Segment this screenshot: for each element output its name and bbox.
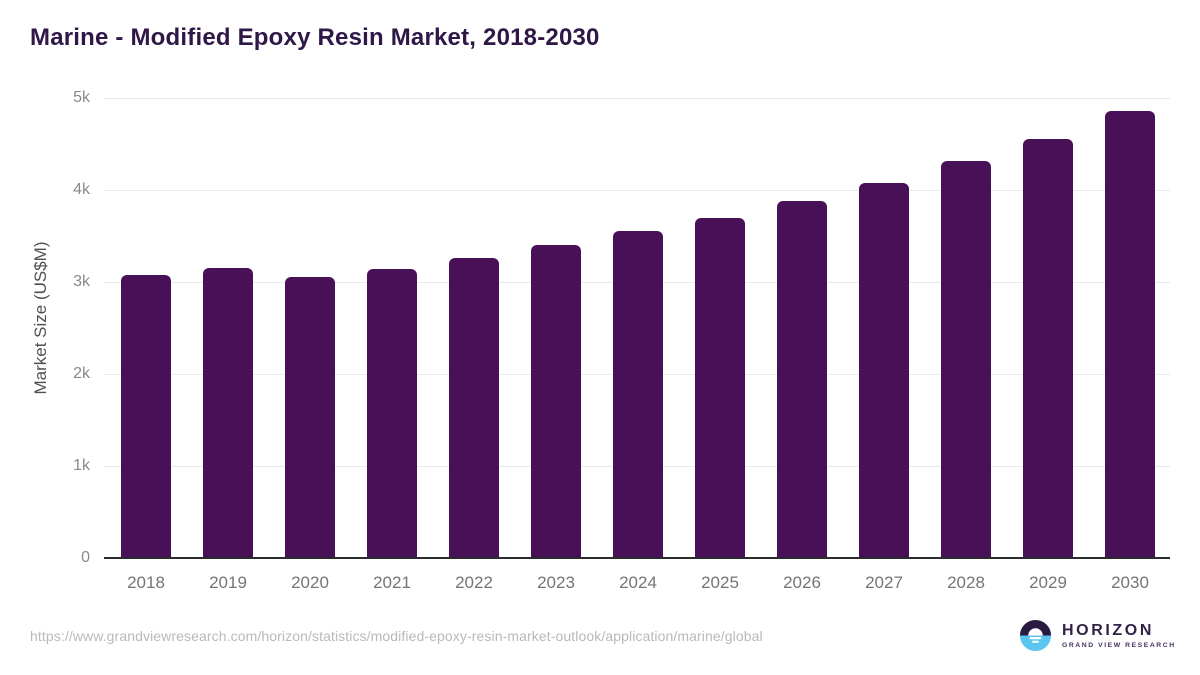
y-axis-title: Market Size (US$M) xyxy=(31,241,50,395)
y-tick-label-3k: 3k xyxy=(73,273,90,290)
y-tick-label-4k: 4k xyxy=(73,181,90,198)
gridline-5k xyxy=(104,98,1170,99)
x-axis-label-2027: 2027 xyxy=(865,573,903,592)
x-axis-label-2023: 2023 xyxy=(537,573,575,592)
y-tick-label-1k: 1k xyxy=(73,457,90,474)
logo-wordmark: HORIZON xyxy=(1062,621,1154,639)
x-axis-label-2019: 2019 xyxy=(209,573,247,592)
bar-2018[interactable] xyxy=(121,274,171,558)
bar-2020[interactable] xyxy=(285,277,335,558)
horizon-logo-text: HORIZON GRAND VIEW RESEARCH xyxy=(1062,621,1176,649)
source-url: https://www.grandviewresearch.com/horizo… xyxy=(30,628,763,644)
logo-tagline: GRAND VIEW RESEARCH xyxy=(1062,641,1176,649)
bar-2023[interactable] xyxy=(531,245,581,558)
bar-2030[interactable] xyxy=(1105,110,1155,558)
x-axis-label-2018: 2018 xyxy=(127,573,165,592)
horizon-sun-icon xyxy=(1018,618,1053,653)
plot-area xyxy=(104,98,1170,559)
bar-2019[interactable] xyxy=(203,268,253,558)
bar-2027[interactable] xyxy=(859,182,909,558)
bar-2025[interactable] xyxy=(695,217,745,558)
x-axis-label-2029: 2029 xyxy=(1029,573,1067,592)
y-tick-label-0: 0 xyxy=(81,549,90,566)
bar-2022[interactable] xyxy=(449,258,499,558)
x-axis-label-2025: 2025 xyxy=(701,573,739,592)
x-axis-label-2028: 2028 xyxy=(947,573,985,592)
y-tick-label-2k: 2k xyxy=(73,365,90,382)
bar-2029[interactable] xyxy=(1023,138,1073,558)
bar-2028[interactable] xyxy=(941,160,991,558)
horizon-logo[interactable]: HORIZON GRAND VIEW RESEARCH xyxy=(1018,618,1176,653)
x-axis-label-2024: 2024 xyxy=(619,573,657,592)
gridline-4k xyxy=(104,190,1170,191)
x-axis-line xyxy=(104,557,1170,559)
x-axis-label-2030: 2030 xyxy=(1111,573,1149,592)
x-axis-label-2021: 2021 xyxy=(373,573,411,592)
bar-2026[interactable] xyxy=(777,201,827,558)
chart-title: Marine - Modified Epoxy Resin Market, 20… xyxy=(30,24,600,51)
y-tick-label-5k: 5k xyxy=(73,89,90,106)
x-axis-label-2026: 2026 xyxy=(783,573,821,592)
x-axis-label-2022: 2022 xyxy=(455,573,493,592)
x-axis-label-2020: 2020 xyxy=(291,573,329,592)
bar-2021[interactable] xyxy=(367,269,417,558)
bar-2024[interactable] xyxy=(613,231,663,558)
